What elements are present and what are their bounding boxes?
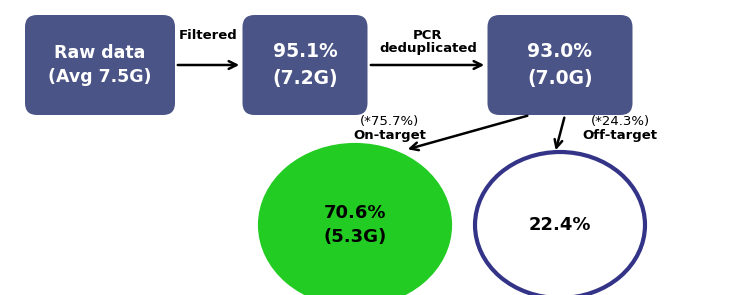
Text: Raw data
(Avg 7.5G): Raw data (Avg 7.5G) — [48, 43, 152, 86]
Text: 95.1%
(7.2G): 95.1% (7.2G) — [272, 42, 338, 88]
Text: (*75.7%): (*75.7%) — [360, 115, 420, 128]
Text: Off-target: Off-target — [582, 129, 658, 142]
Text: On-target: On-target — [354, 129, 426, 142]
FancyBboxPatch shape — [488, 15, 633, 115]
FancyBboxPatch shape — [243, 15, 367, 115]
Text: 70.6%
(5.3G): 70.6% (5.3G) — [324, 204, 386, 247]
Text: Filtered: Filtered — [179, 29, 238, 42]
Ellipse shape — [475, 152, 645, 295]
Text: deduplicated: deduplicated — [379, 42, 477, 55]
Text: 22.4%: 22.4% — [529, 216, 591, 234]
Ellipse shape — [260, 145, 450, 295]
Text: PCR: PCR — [413, 29, 443, 42]
Text: (*24.3%): (*24.3%) — [590, 115, 650, 128]
Text: 93.0%
(7.0G): 93.0% (7.0G) — [527, 42, 593, 88]
FancyBboxPatch shape — [25, 15, 175, 115]
